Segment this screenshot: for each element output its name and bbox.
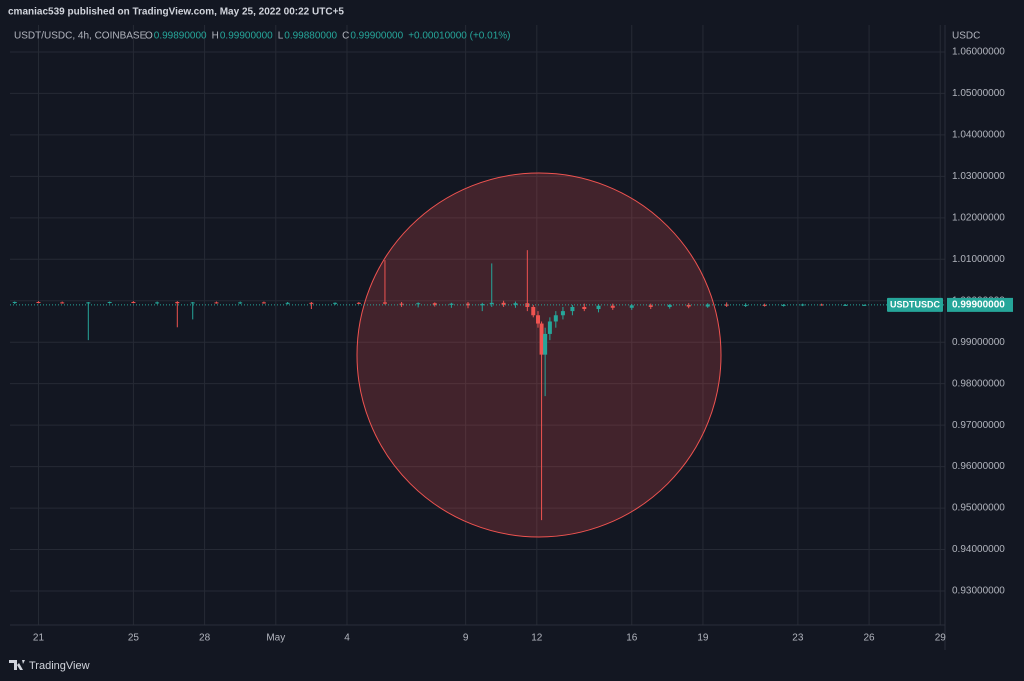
y-tick-label: 0.95000000 (952, 503, 1005, 514)
candle-body (501, 302, 506, 305)
candle-body (686, 304, 691, 307)
candle-body (610, 305, 615, 308)
footer-logo: TradingView (9, 660, 90, 672)
candle-body (819, 304, 824, 306)
candle-body (86, 302, 91, 304)
candle-body (781, 304, 786, 306)
candle-body (536, 315, 541, 324)
x-tick-label: 23 (792, 633, 804, 644)
x-tick-label: 21 (33, 633, 45, 644)
y-tick-label: 0.97000000 (952, 420, 1005, 431)
x-tick-label: 19 (697, 633, 709, 644)
candle-body (480, 304, 485, 306)
brand: TradingView (29, 660, 90, 672)
price-unit: USDC (952, 31, 980, 42)
y-tick-label: 0.93000000 (952, 586, 1005, 597)
candle-body (543, 333, 548, 355)
y-tick-label: 1.02000000 (952, 212, 1005, 223)
legend-value: 0.99900000 (350, 31, 403, 42)
candles (12, 250, 867, 521)
y-tick-label: 0.96000000 (952, 461, 1005, 472)
candle-body (466, 303, 471, 306)
candle-body (705, 304, 710, 307)
y-tick-label: 1.03000000 (952, 171, 1005, 182)
candle-body (547, 321, 552, 334)
legend-key: C (342, 31, 349, 42)
candle-body (762, 304, 767, 306)
candle-body (862, 304, 867, 306)
y-tick-label: 1.01000000 (952, 254, 1005, 265)
candle-body (432, 303, 437, 305)
legend-key: L (278, 31, 284, 42)
last-price-bg (947, 297, 1013, 312)
legend-value: 0.99880000 (284, 31, 337, 42)
candle-body (155, 302, 160, 304)
x-tick-label: 29 (935, 633, 947, 644)
candle-body (582, 306, 587, 310)
candle-body (382, 302, 387, 304)
candle-body (648, 305, 653, 307)
legend-symbol: USDT/USDC, 4h, COINBASE (14, 31, 147, 42)
candle-body (356, 302, 361, 304)
y-tick-label: 1.04000000 (952, 130, 1005, 141)
candle-body (238, 302, 243, 304)
candle-body (724, 304, 729, 306)
legend-value: 0.99890000 (154, 31, 207, 42)
x-tick-label: 28 (199, 633, 211, 644)
x-tick-label: 26 (863, 633, 875, 644)
candle-body (570, 306, 575, 312)
legend-key: O (145, 31, 153, 42)
candle-body (539, 323, 544, 355)
candle-body (629, 305, 634, 308)
candle-body (36, 301, 41, 303)
candle-body (131, 301, 136, 303)
candle-body (560, 311, 565, 316)
candle-body (667, 304, 672, 307)
candle-body (261, 302, 266, 304)
grid (10, 25, 945, 625)
candle-body (489, 302, 494, 305)
candle-body (12, 301, 17, 303)
x-tick-label: 12 (531, 633, 543, 644)
x-tick-label: 16 (626, 633, 638, 644)
x-tick-label: 9 (463, 633, 469, 644)
candle-body (449, 303, 454, 305)
candle-body (285, 302, 290, 304)
candle-body (513, 303, 518, 305)
y-tick-label: 1.05000000 (952, 88, 1005, 99)
candle-body (531, 306, 536, 316)
legend-change: +0.00010000 (+0.01%) (408, 31, 510, 42)
x-tick-label: May (266, 633, 285, 644)
y-tick-label: 0.94000000 (952, 544, 1005, 555)
candle-body (214, 302, 219, 304)
candle-body (596, 305, 601, 310)
x-tick-label: 25 (128, 633, 140, 644)
candle-body (107, 301, 112, 303)
publisher: cmaniac539 published on TradingView.com,… (8, 7, 344, 18)
y-tick-label: 1.06000000 (952, 47, 1005, 58)
candle-body (399, 303, 404, 305)
x-tick-label: 4 (344, 633, 350, 644)
highlight-circle (356, 172, 722, 538)
y-tick-label: 0.98000000 (952, 378, 1005, 389)
candle-body (190, 302, 195, 304)
candle-body (333, 302, 338, 304)
symbol-tag: USDTUSDC (890, 299, 941, 309)
candle-body (60, 302, 65, 304)
legend-key: H (212, 31, 219, 42)
candle-body (525, 303, 530, 307)
candle-body (416, 303, 421, 305)
symbol-tag-bg (887, 297, 943, 312)
candle-body (175, 301, 180, 304)
last-price-label: 0.99900000 (952, 300, 1005, 311)
candle-body (309, 302, 314, 304)
legend-value: 0.99900000 (220, 31, 273, 42)
y-tick-label: 0.99000000 (952, 337, 1005, 348)
logo-icon (9, 660, 25, 670)
candle-body (553, 315, 558, 322)
candle-body (843, 304, 848, 306)
